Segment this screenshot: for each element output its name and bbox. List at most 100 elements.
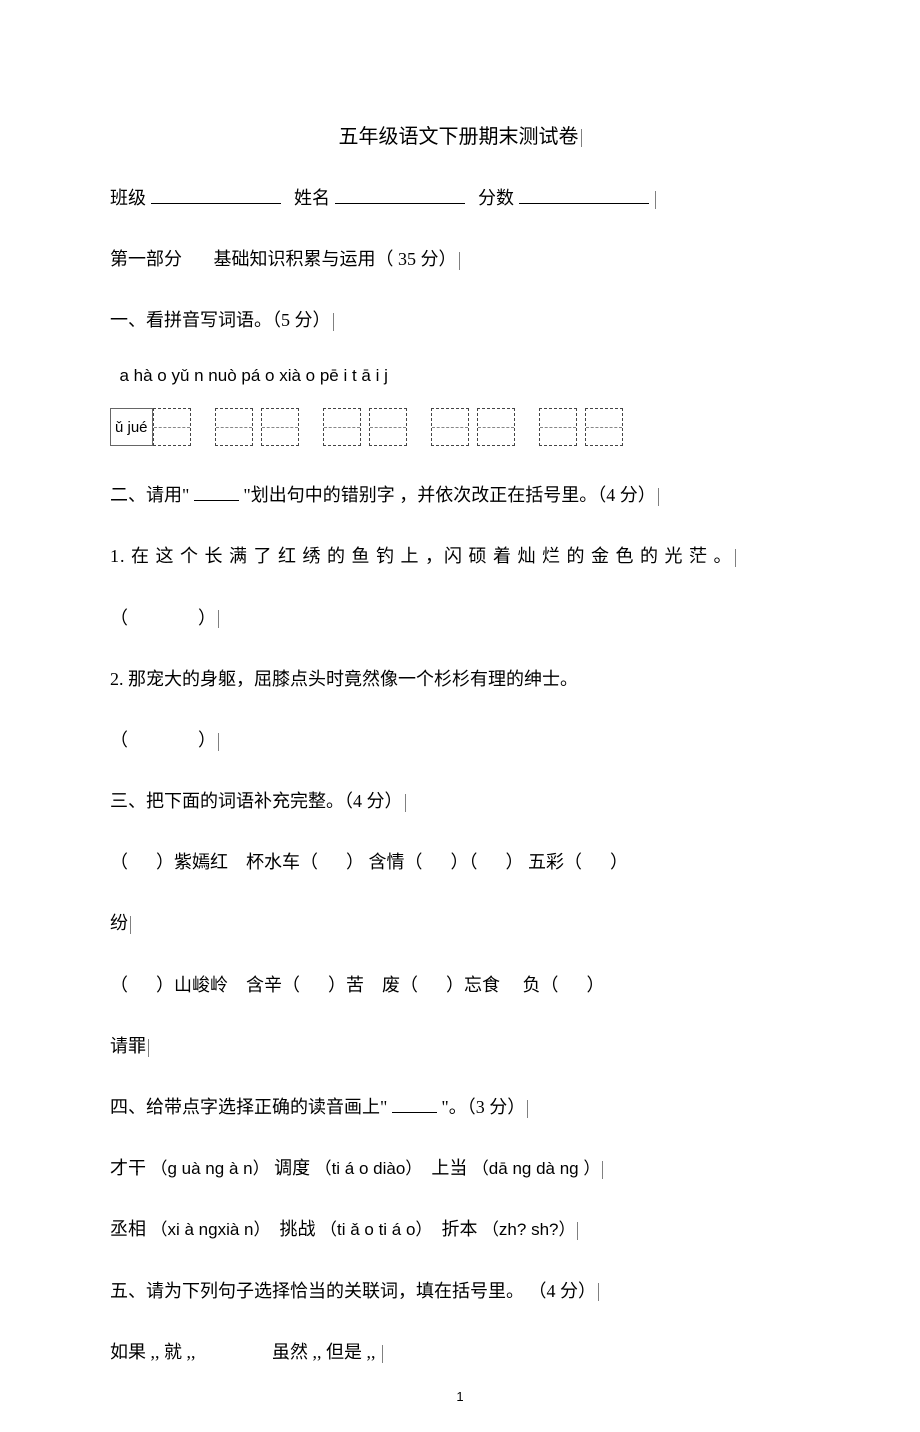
- q4-l2-w1d: 丞: [110, 1219, 128, 1239]
- cursor-icon: [581, 129, 582, 147]
- cursor-icon: [333, 313, 334, 331]
- q4-heading-blank: [392, 1094, 437, 1113]
- q4-l1-p3: （dā nɡ dà nɡ ）: [472, 1159, 601, 1178]
- q5-heading: 五、请为下列句子选择恰当的关联词，填在括号里。 （4 分）: [110, 1270, 810, 1313]
- q3-r1-e: ） 五彩（: [506, 852, 583, 872]
- q2-s1-text: 1. 在 这 个 长 满 了 红 绣 的 鱼 钓 上 ，闪 硕 着 灿 烂 的 …: [110, 546, 733, 566]
- q5-heading-text: 五、请为下列句子选择恰当的关联词，填在括号里。 （4 分）: [110, 1281, 596, 1301]
- part1-desc: 基础知识积累与运用（ 35 分）: [214, 249, 457, 269]
- q3-row1-tail: 纷: [110, 902, 810, 945]
- q1-leading-box: ǔ jué: [110, 408, 153, 446]
- page-number: 1: [0, 1389, 920, 1404]
- cursor-icon: [602, 1161, 603, 1179]
- cursor-icon: [130, 916, 131, 934]
- q3-row1: （）紫嫣红 杯水车（） 含情（）（） 五彩（）: [110, 841, 810, 884]
- dash-box[interactable]: [153, 408, 191, 446]
- q3-r2-b: 含辛（: [246, 975, 300, 995]
- q4-l2-p3: （zh? sh?）: [482, 1220, 576, 1239]
- dash-box[interactable]: [539, 408, 577, 446]
- class-blank[interactable]: [151, 185, 281, 204]
- q3-r1-tail: 纷: [110, 913, 128, 933]
- q2-s2-text: 2. 那宠大的身躯，屈膝点头时竟然像一个杉杉有理的绅士。: [110, 669, 578, 689]
- q3-r2-g: ）: [587, 975, 605, 995]
- name-label: 姓名: [294, 188, 330, 208]
- q3-heading-text: 三、把下面的词语补充完整。（4 分）: [110, 791, 403, 811]
- q3-r1-c: ） 含情（: [346, 852, 423, 872]
- q3-r2-a: ）山峻岭: [156, 975, 228, 995]
- score-blank[interactable]: [519, 185, 649, 204]
- q4-l1-w2: 调: [274, 1158, 292, 1178]
- class-label: 班级: [110, 188, 146, 208]
- q4-l2-w2d: 挑: [280, 1219, 298, 1239]
- cursor-icon: [577, 1222, 578, 1240]
- q5-opt1: 如果 ,, 就 ,,: [110, 1342, 196, 1362]
- part1-heading: 第一部分 基础知识积累与运用（ 35 分）: [110, 238, 810, 281]
- title-text: 五年级语文下册期末测试卷: [339, 126, 579, 148]
- q1-heading-text: 一、看拼音写词语。（5 分）: [110, 310, 331, 330]
- q1-pinyin: a hà o yǔ n nuò pá o xià o pē i t ā i j: [110, 361, 810, 392]
- q3-r1-b: 杯水车（: [246, 852, 318, 872]
- q4-l1-w1d: 干: [128, 1158, 146, 1178]
- q3-r2-e: ）忘食: [446, 975, 500, 995]
- q4-line1: 才干 （ɡ uà nɡ à n） 调度 （ti á o diào） 上当 （dā…: [110, 1147, 810, 1190]
- q4-heading-post: "。（3 分）: [441, 1097, 525, 1117]
- q2-sentence-2: 2. 那宠大的身躯，屈膝点头时竟然像一个杉杉有理的绅士。: [110, 658, 810, 701]
- q3-heading: 三、把下面的词语补充完整。（4 分）: [110, 780, 810, 823]
- dash-box[interactable]: [215, 408, 253, 446]
- q4-l2-w3: 本: [459, 1219, 477, 1239]
- leading-box-text: ǔ jué: [115, 419, 148, 436]
- q3-r2-tail: 请罪: [110, 1036, 146, 1056]
- q2-heading: 二、请用" "划出句中的错别字 ，并依次改正在括号里。（4 分）: [110, 474, 810, 517]
- dash-group-2: [215, 408, 299, 446]
- q1-answer-boxes: ǔ jué: [110, 408, 810, 446]
- part1-label: 第一部分: [110, 249, 182, 269]
- name-blank[interactable]: [335, 185, 465, 204]
- q4-l1-w2d: 度: [292, 1158, 310, 1178]
- dash-group-3: [323, 408, 407, 446]
- q2-sentence-1: 1. 在 这 个 长 满 了 红 绣 的 鱼 钓 上 ，闪 硕 着 灿 烂 的 …: [110, 535, 810, 578]
- q4-l1-w3: 上: [431, 1158, 449, 1178]
- document-page: 五年级语文下册期末测试卷 班级 姓名 分数 第一部分 基础知识积累与运用（ 35…: [0, 0, 920, 1432]
- q4-heading-pre: 四、给带点字选择正确的读音画上": [110, 1097, 387, 1117]
- q2-heading-blank: [194, 482, 239, 501]
- score-label: 分数: [478, 188, 514, 208]
- q3-r2-c: ）苦: [328, 975, 364, 995]
- cursor-icon: [527, 1100, 528, 1118]
- dash-group-1: [153, 408, 191, 446]
- dash-group-5: [539, 408, 623, 446]
- cursor-icon: [655, 191, 656, 209]
- header-row: 班级 姓名 分数: [110, 177, 810, 220]
- cursor-icon: [735, 549, 736, 567]
- q3-r1-a: ）紫嫣红: [156, 852, 228, 872]
- q4-l1-w1: 才: [110, 1158, 128, 1178]
- q3-r1-d: ）（: [451, 852, 478, 872]
- q3-row2-tail: 请罪: [110, 1025, 810, 1068]
- q1-heading: 一、看拼音写词语。（5 分）: [110, 299, 810, 342]
- dash-box[interactable]: [369, 408, 407, 446]
- cursor-icon: [218, 733, 219, 751]
- dash-box[interactable]: [585, 408, 623, 446]
- dash-box[interactable]: [477, 408, 515, 446]
- q4-l2-w1: 相: [128, 1219, 146, 1239]
- cursor-icon: [382, 1345, 383, 1363]
- q3-r2-d: 废（: [382, 975, 418, 995]
- pinyin-text: a hà o yǔ n nuò pá o xià o pē i t ā i j: [119, 366, 387, 385]
- cursor-icon: [148, 1039, 149, 1057]
- q4-l1-p2: （ti á o diào）: [315, 1159, 423, 1178]
- q2-heading-post: "划出句中的错别字 ，并依次改正在括号里。（4 分）: [243, 485, 655, 505]
- dash-box[interactable]: [431, 408, 469, 446]
- q3-r1-f: ）: [610, 852, 628, 872]
- q5-options: 如果 ,, 就 ,, 虽然 ,, 但是 ,,: [110, 1331, 810, 1374]
- dash-group-4: [431, 408, 515, 446]
- q4-l2-w3d: 折: [441, 1219, 459, 1239]
- q3-r2-f: 负（: [523, 975, 559, 995]
- dash-box[interactable]: [261, 408, 299, 446]
- page-title: 五年级语文下册期末测试卷: [110, 120, 810, 149]
- dash-box[interactable]: [323, 408, 361, 446]
- q4-l2-p2: （ti ǎ o ti á o）: [320, 1220, 432, 1239]
- cursor-icon: [405, 794, 406, 812]
- q3-row2: （）山峻岭 含辛（）苦 废（）忘食 负（）: [110, 964, 810, 1007]
- page-number-text: 1: [456, 1389, 463, 1404]
- q2-paren-2: （）: [110, 719, 810, 762]
- q4-heading: 四、给带点字选择正确的读音画上" "。（3 分）: [110, 1086, 810, 1129]
